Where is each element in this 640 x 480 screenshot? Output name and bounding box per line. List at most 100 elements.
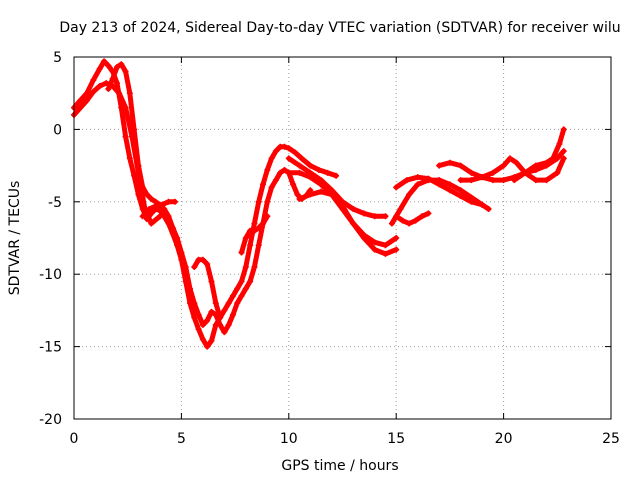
data-point <box>225 300 232 307</box>
data-point <box>105 85 112 92</box>
data-point <box>105 62 112 69</box>
data-point <box>247 242 254 249</box>
x-tick-label: 0 <box>70 431 79 447</box>
data-point <box>101 58 108 65</box>
series-6 <box>238 213 271 256</box>
data-point <box>371 213 378 220</box>
data-point <box>118 61 125 68</box>
data-point <box>446 187 453 194</box>
data-point <box>204 317 211 324</box>
data-point <box>307 169 314 176</box>
data-point <box>178 249 185 256</box>
data-point <box>146 206 153 213</box>
data-point <box>264 198 271 205</box>
data-point <box>255 198 262 205</box>
data-point <box>144 191 151 198</box>
data-point <box>247 278 254 285</box>
data-point <box>560 155 567 162</box>
data-point <box>324 169 331 176</box>
data-point <box>255 242 262 249</box>
data-point <box>382 242 389 249</box>
data-point <box>272 177 279 184</box>
data-point <box>339 198 346 205</box>
data-point <box>272 148 279 155</box>
data-point <box>543 177 550 184</box>
data-point <box>238 249 245 256</box>
data-point <box>109 82 116 89</box>
series-4 <box>139 198 178 220</box>
grid-lines <box>74 57 611 419</box>
series-12 <box>393 210 432 227</box>
data-point <box>174 235 181 241</box>
y-tick-label: -5 <box>48 195 62 211</box>
series-15 <box>511 126 567 184</box>
data-point <box>550 155 557 162</box>
data-point <box>468 198 475 205</box>
data-point <box>221 329 228 336</box>
data-point <box>126 90 133 97</box>
data-point <box>251 220 258 227</box>
data-point <box>277 169 284 176</box>
data-point <box>318 177 325 184</box>
x-tick-label: 15 <box>387 431 405 447</box>
data-point <box>229 292 236 299</box>
data-point <box>350 220 357 227</box>
data-point <box>281 143 288 150</box>
data-point <box>217 314 224 321</box>
data-point <box>113 64 120 71</box>
data-point <box>126 155 133 162</box>
data-point <box>479 174 486 181</box>
data-point <box>161 206 168 213</box>
y-tick-label: 0 <box>53 122 62 138</box>
data-point <box>414 174 421 181</box>
data-point <box>511 177 518 184</box>
data-point <box>182 263 189 270</box>
data-point <box>328 187 335 194</box>
y-tick-label: -10 <box>39 267 62 283</box>
data-point <box>285 145 292 152</box>
data-point <box>96 65 103 72</box>
data-point <box>532 177 539 184</box>
data-point <box>225 321 232 328</box>
y-tick-label: -15 <box>39 340 62 356</box>
data-point <box>500 177 507 184</box>
data-point <box>382 250 389 257</box>
series-3 <box>71 80 163 227</box>
data-point <box>217 321 224 328</box>
data-point <box>156 213 163 220</box>
series-line <box>71 80 163 226</box>
data-point <box>171 198 178 205</box>
data-point <box>251 227 258 234</box>
data-point <box>414 181 421 188</box>
data-point <box>116 90 123 97</box>
data-point <box>388 220 395 227</box>
data-point <box>560 126 567 133</box>
x-tick-label: 5 <box>177 431 186 447</box>
data-point <box>507 155 514 162</box>
data-point <box>191 300 198 307</box>
data-point <box>77 104 84 111</box>
series-11 <box>393 174 486 208</box>
data-point <box>446 159 453 166</box>
series-14 <box>457 155 567 184</box>
data-point <box>418 213 425 220</box>
data-point <box>204 343 211 350</box>
data-point <box>148 220 155 227</box>
tick-labels: 0 5 10 15 20 25 5 0 -5 -10 -15 -20 <box>39 50 620 447</box>
data-point <box>191 263 198 270</box>
data-point <box>406 191 413 198</box>
plot-frame <box>73 56 612 420</box>
data-point <box>406 220 413 227</box>
data-point <box>113 80 120 87</box>
data-point <box>264 166 271 173</box>
data-point <box>296 195 303 202</box>
data-point <box>139 213 146 220</box>
data-point <box>281 166 288 173</box>
data-point <box>255 224 262 231</box>
data-point <box>333 172 340 179</box>
y-tick-label: 5 <box>53 50 62 66</box>
data-point <box>90 77 97 84</box>
data-point <box>457 193 464 200</box>
data-point <box>397 206 404 213</box>
data-point <box>468 177 475 184</box>
